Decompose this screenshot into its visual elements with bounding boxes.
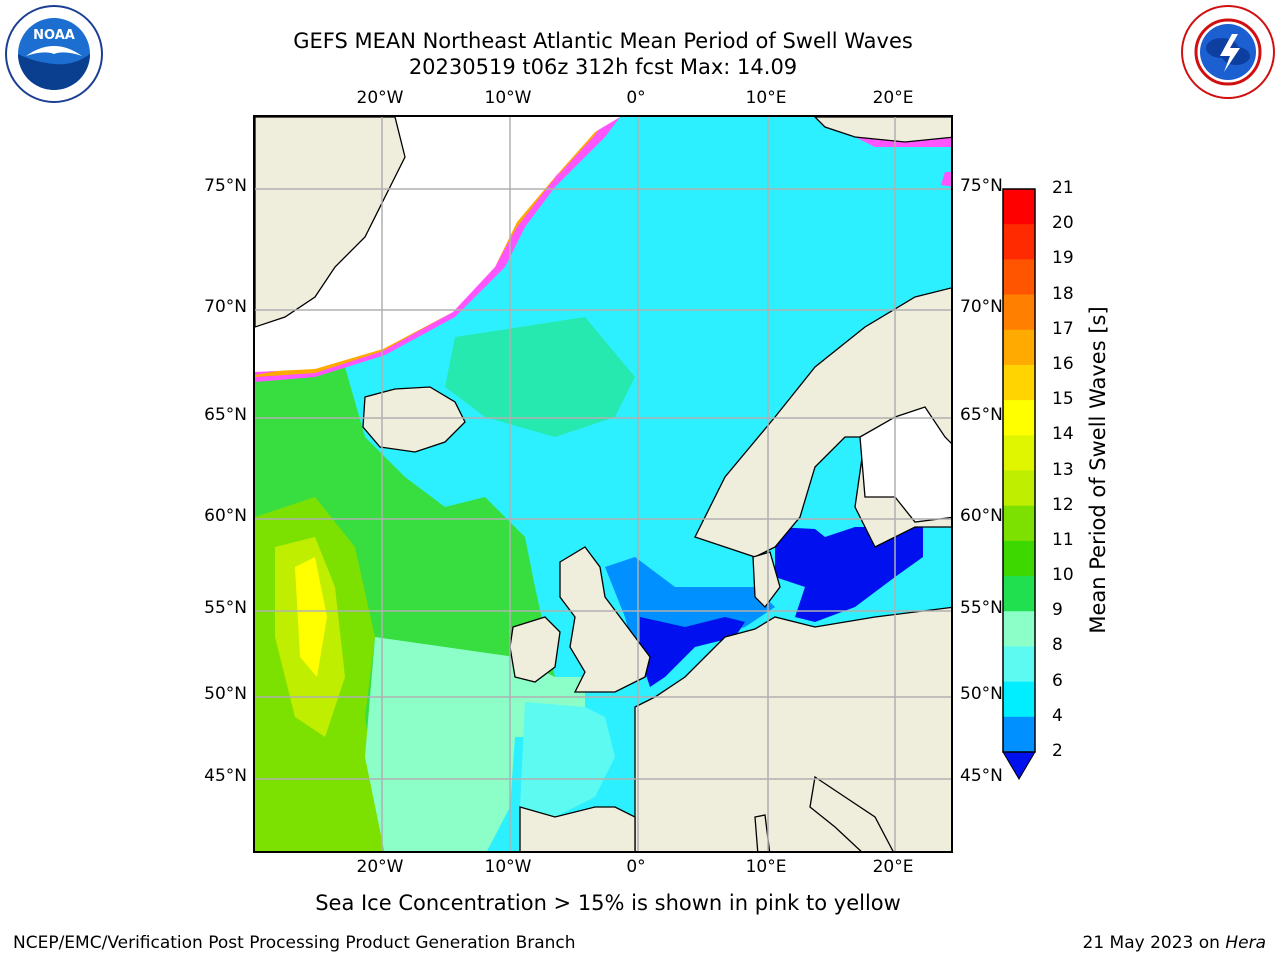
colorbar-segment: [1003, 400, 1035, 436]
lon-label-top: 0°: [626, 88, 646, 108]
lat-label-right: 50°N: [960, 684, 1003, 704]
colorbar-tick-label: 2: [1052, 741, 1063, 761]
lat-label-left: 55°N: [204, 598, 247, 618]
lat-label-right: 55°N: [960, 598, 1003, 618]
colorbar-tick-label: 12: [1052, 494, 1074, 515]
colorbar: [1002, 188, 1036, 780]
colorbar-segment: [1003, 646, 1035, 683]
footer-date: 21 May 2023 on Hera: [1083, 933, 1267, 953]
colorbar-tick-label: 8: [1052, 635, 1063, 656]
sea-ice-caption: Sea Ice Concentration > 15% is shown in …: [315, 891, 901, 915]
colorbar-tick-label: 19: [1052, 248, 1074, 269]
colorbar-tick-label: 13: [1052, 459, 1074, 480]
graticule: [255, 117, 951, 851]
colorbar-segment: [1003, 189, 1035, 225]
map-canvas: [255, 117, 951, 851]
colorbar-segment: [1003, 329, 1035, 366]
noaa-logo-text: NOAA: [33, 28, 75, 43]
colorbar-tick-label: 21: [1052, 178, 1074, 198]
lon-label-top: 10°W: [484, 88, 532, 108]
lon-label-top: 20°E: [872, 88, 914, 108]
colorbar-tick-label: 15: [1052, 389, 1074, 410]
lat-label-left: 45°N: [204, 766, 247, 786]
lon-label-bottom: 20°E: [872, 857, 914, 877]
lat-label-right: 60°N: [960, 506, 1003, 526]
lon-label-bottom: 20°W: [356, 857, 404, 877]
colorbar-tick-label: 6: [1052, 670, 1063, 691]
swell-period-map: [253, 115, 953, 853]
nws-logo: [1181, 5, 1275, 99]
colorbar-tick-label: 14: [1052, 424, 1074, 445]
lon-label-bottom: 10°E: [745, 857, 787, 877]
noaa-logo: NOAA: [5, 5, 103, 103]
colorbar-tick-label: 4: [1052, 705, 1063, 726]
lat-label-left: 75°N: [204, 176, 247, 196]
colorbar-segment: [1003, 716, 1035, 753]
lat-label-right: 45°N: [960, 766, 1003, 786]
lat-label-left: 65°N: [204, 405, 247, 425]
colorbar-segment: [1003, 435, 1035, 471]
lon-label-top: 20°W: [356, 88, 404, 108]
colorbar-tick-label: 11: [1052, 529, 1074, 550]
lon-label-bottom: 10°W: [484, 857, 532, 877]
colorbar-extend-arrow: [1002, 751, 1036, 780]
lon-label-top: 10°E: [745, 88, 787, 108]
lat-label-right: 75°N: [960, 176, 1003, 196]
colorbar-segment: [1003, 540, 1035, 577]
colorbar-segment: [1003, 470, 1035, 507]
lat-label-left: 60°N: [204, 506, 247, 526]
footer-host: Hera: [1225, 933, 1266, 953]
colorbar-title: Mean Period of Swell Waves [s]: [1086, 306, 1110, 634]
lat-label-right: 70°N: [960, 297, 1003, 317]
colorbar-segment: [1003, 294, 1035, 331]
colorbar-tick-label: 18: [1052, 283, 1074, 304]
lat-label-left: 70°N: [204, 297, 247, 317]
footer-date-text: 21 May 2023 on: [1082, 933, 1226, 953]
chart-title: GEFS MEAN Northeast Atlantic Mean Period…: [293, 29, 913, 53]
colorbar-segment: [1003, 611, 1035, 647]
colorbar-segment: [1003, 505, 1035, 542]
footer-credit: NCEP/EMC/Verification Post Processing Pr…: [13, 933, 576, 953]
colorbar-segment: [1003, 681, 1035, 718]
chart-subtitle: 20230519 t06z 312h fcst Max: 14.09: [408, 55, 798, 79]
colorbar-tick-label: 9: [1052, 600, 1063, 621]
colorbar-tick-label: 17: [1052, 318, 1074, 339]
colorbar-segment: [1003, 259, 1035, 296]
lon-label-bottom: 0°: [626, 857, 646, 877]
lat-label-left: 50°N: [204, 684, 247, 704]
colorbar-segment: [1003, 224, 1035, 260]
colorbar-segment: [1003, 364, 1035, 401]
colorbar-tick-label: 20: [1052, 213, 1074, 234]
colorbar-tick-label: 10: [1052, 565, 1074, 586]
lat-label-right: 65°N: [960, 405, 1003, 425]
colorbar-tick-label: 16: [1052, 353, 1074, 374]
land-masses: [255, 117, 951, 851]
colorbar-segment: [1003, 576, 1035, 612]
